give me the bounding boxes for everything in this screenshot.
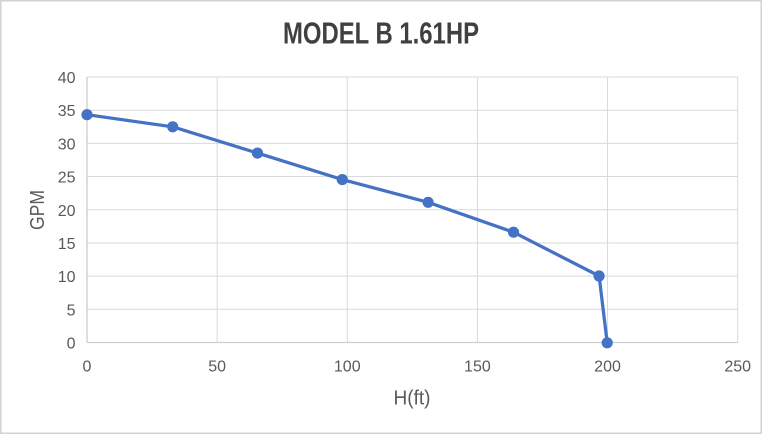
svg-text:40: 40	[58, 70, 76, 87]
svg-text:0: 0	[83, 359, 92, 376]
svg-text:250: 250	[724, 359, 751, 376]
svg-text:H(ft): H(ft)	[394, 387, 431, 409]
svg-text:100: 100	[334, 359, 361, 376]
svg-text:200: 200	[594, 359, 621, 376]
svg-text:30: 30	[58, 136, 76, 153]
svg-text:10: 10	[58, 269, 76, 286]
svg-text:150: 150	[464, 359, 491, 376]
svg-text:15: 15	[58, 236, 76, 253]
svg-text:35: 35	[58, 103, 76, 120]
svg-text:5: 5	[67, 302, 76, 319]
svg-text:50: 50	[208, 359, 226, 376]
svg-text:0: 0	[67, 336, 76, 353]
svg-text:MODEL B 1.61HP: MODEL B 1.61HP	[283, 15, 479, 50]
svg-text:25: 25	[58, 170, 76, 187]
svg-text:20: 20	[58, 203, 76, 220]
svg-text:GPM: GPM	[27, 190, 49, 230]
